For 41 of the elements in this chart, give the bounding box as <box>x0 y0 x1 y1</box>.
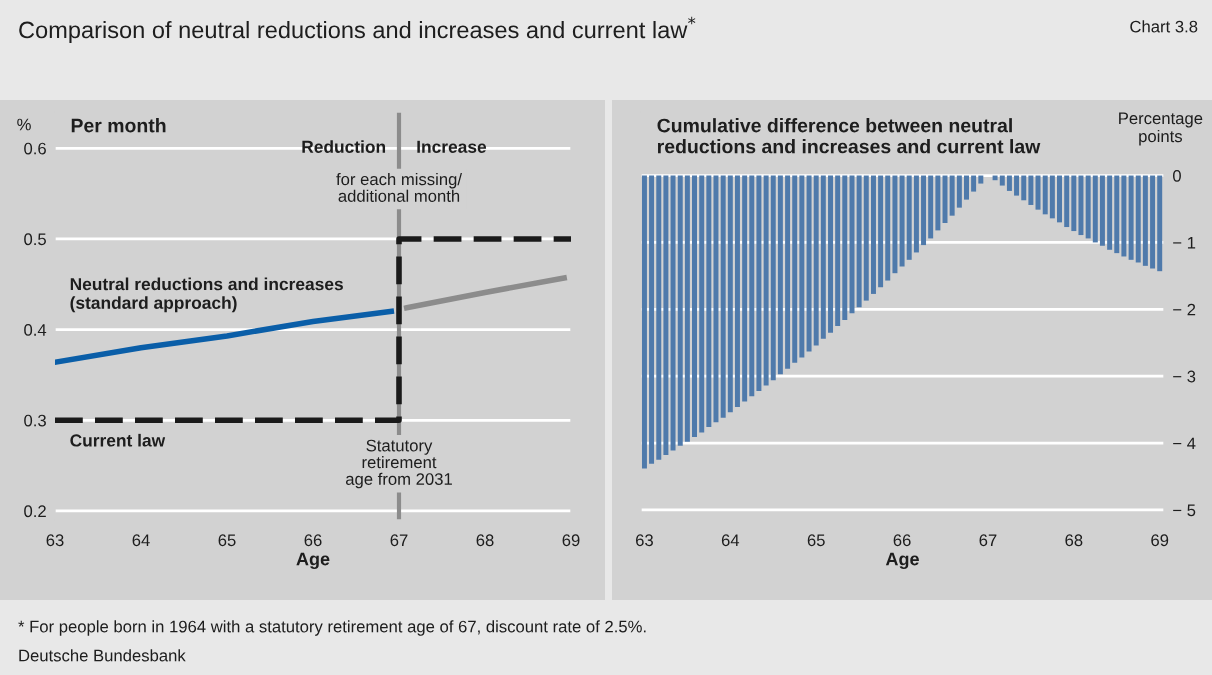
x-tick-label: 68 <box>1065 534 1083 547</box>
x-tick-label: 65 <box>807 534 825 547</box>
series-label: Neutral reductions and increases (standard approach) <box>70 277 343 313</box>
y-tick-label: 0.6 <box>24 142 46 155</box>
y-axis-title: Percentage points <box>1119 112 1203 146</box>
series-label: Current law <box>70 433 166 447</box>
x-tick-label: 66 <box>893 534 911 547</box>
x-tick-label: 67 <box>979 534 997 547</box>
y-axis-title: % <box>17 118 31 131</box>
x-tick-label: 67 <box>390 534 408 547</box>
x-tick-label: 69 <box>562 534 580 547</box>
y-tick-label: 0.4 <box>24 324 47 336</box>
text: Comparison of neutral reductions and increases and current law$^{*}$ <box>19 16 696 43</box>
annotation: Reduction <box>302 140 386 153</box>
x-tick-label: 68 <box>476 534 494 547</box>
ref-line-label: Statutory retirement age from 2031 <box>345 439 452 489</box>
x-tick-label: 66 <box>304 534 322 547</box>
y-tick-label: − 1 <box>1173 237 1196 249</box>
y-tick-label: 0.5 <box>24 233 46 246</box>
y-tick-label: 0 <box>1172 169 1181 182</box>
x-axis-title: Age <box>885 552 919 570</box>
text: Cumulative difference between neutral reductions and increases and current law <box>657 118 1041 154</box>
annotation: Increase <box>417 140 487 153</box>
x-tick-label: 63 <box>46 534 64 547</box>
y-tick-label: 0.2 <box>24 505 46 518</box>
x-tick-label: 64 <box>721 534 740 547</box>
y-tick-label: 0.3 <box>24 414 46 427</box>
x-axis-title: Age <box>296 552 330 570</box>
y-tick-label: − 2 <box>1173 303 1196 316</box>
chart-title: Per month <box>71 118 166 133</box>
x-tick-label: 63 <box>636 534 653 547</box>
y-tick-label: − 5 <box>1173 504 1196 517</box>
y-tick-label: − 4 <box>1173 437 1196 450</box>
caption: Chart 3.8 <box>1130 20 1198 33</box>
y-tick-label: − 3 <box>1173 370 1196 383</box>
x-tick-label: 65 <box>218 534 236 547</box>
annotation: for each missing/ additional month <box>336 172 462 202</box>
text: * For people born in 1964 with a statutory retirement age of 67, discount rate of 2.5%. <box>18 620 646 636</box>
x-tick-label: 64 <box>132 534 150 547</box>
text: Deutsche Bundesbank <box>19 649 186 662</box>
x-tick-label: 69 <box>1151 534 1169 547</box>
